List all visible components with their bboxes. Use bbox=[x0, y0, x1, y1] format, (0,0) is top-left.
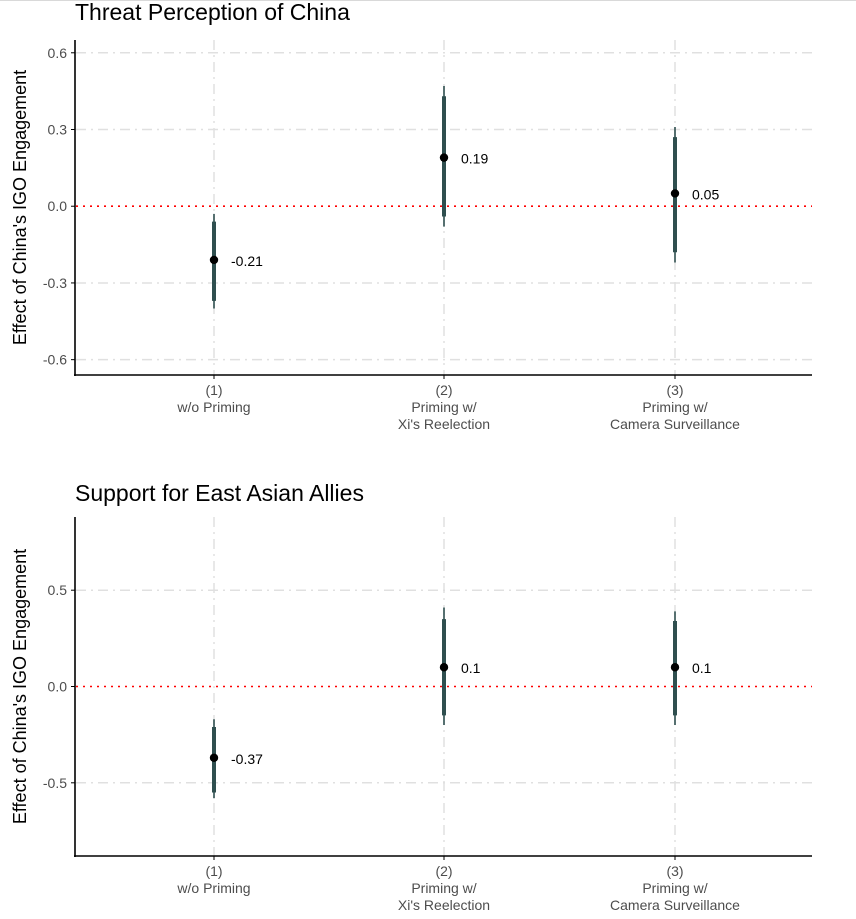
point-estimate bbox=[439, 153, 449, 162]
x-tick-label: (2) Priming w/Xi's Reelection bbox=[398, 863, 490, 913]
x-tick-label-line: (1) bbox=[205, 382, 222, 398]
x-tick-label: (2) Priming w/Xi's Reelection bbox=[398, 382, 490, 432]
data-label: 0.05 bbox=[692, 186, 719, 202]
y-tick-label: 0.5 bbox=[48, 582, 68, 598]
x-tick-label-line: (3) bbox=[666, 382, 683, 398]
data-label: 0.1 bbox=[461, 660, 481, 676]
point-estimate bbox=[209, 255, 219, 265]
x-tick-label-line: w/o Priming bbox=[176, 399, 250, 415]
panel-title: Threat Perception of China bbox=[75, 0, 350, 25]
x-tick-label-line: Priming w/ bbox=[642, 399, 707, 415]
x-tick-label-line: Camera Surveillance bbox=[610, 897, 740, 913]
x-tick-label: (1) w/o Priming bbox=[176, 863, 250, 896]
panel-2: Support for East Asian Allies Effect of C… bbox=[10, 480, 812, 913]
point-estimate bbox=[439, 663, 449, 672]
y-tick-label: -0.6 bbox=[43, 352, 67, 368]
panel-1: Threat Perception of China Effect of Chin… bbox=[10, 0, 812, 432]
y-tick-label: -0.3 bbox=[43, 275, 67, 291]
point-estimate bbox=[209, 753, 219, 762]
y-tick-label: 0.0 bbox=[48, 679, 68, 695]
x-tick-label-line: Xi's Reelection bbox=[398, 416, 490, 432]
data-label: 0.19 bbox=[461, 151, 488, 167]
data-label: -0.37 bbox=[231, 751, 263, 767]
y-axis-label: Effect of China's IGO Engagement bbox=[10, 549, 30, 824]
x-tick-label: (3) Priming w/Camera Surveillance bbox=[610, 382, 740, 432]
x-tick-label-line: (3) bbox=[666, 863, 683, 879]
x-tick-label-line: (2) bbox=[435, 382, 452, 398]
data-label: 0.1 bbox=[692, 660, 712, 676]
x-tick-label-line: Priming w/ bbox=[411, 399, 476, 415]
x-tick-label-line: w/o Priming bbox=[176, 880, 250, 896]
x-tick-label-line: Priming w/ bbox=[411, 880, 476, 896]
data-label: -0.21 bbox=[231, 253, 263, 269]
x-tick-label-line: Camera Surveillance bbox=[610, 416, 740, 432]
y-tick-label: -0.5 bbox=[43, 775, 67, 791]
y-tick-label: 0.0 bbox=[48, 198, 68, 214]
top-border bbox=[0, 0, 856, 1]
x-tick-label-line: (2) bbox=[435, 863, 452, 879]
point-estimate bbox=[670, 663, 680, 672]
x-tick-label-line: Priming w/ bbox=[642, 880, 707, 896]
x-tick-label-line: Xi's Reelection bbox=[398, 897, 490, 913]
x-tick-label: (1) w/o Priming bbox=[176, 382, 250, 415]
x-tick-label-line: (1) bbox=[205, 863, 222, 879]
y-tick-label: 0.6 bbox=[48, 45, 68, 61]
y-axis-label: Effect of China's IGO Engagement bbox=[10, 70, 30, 345]
panel-title: Support for East Asian Allies bbox=[75, 480, 364, 506]
x-tick-label: (3) Priming w/Camera Surveillance bbox=[610, 863, 740, 913]
point-estimate bbox=[670, 189, 680, 198]
y-tick-label: 0.3 bbox=[48, 122, 68, 138]
